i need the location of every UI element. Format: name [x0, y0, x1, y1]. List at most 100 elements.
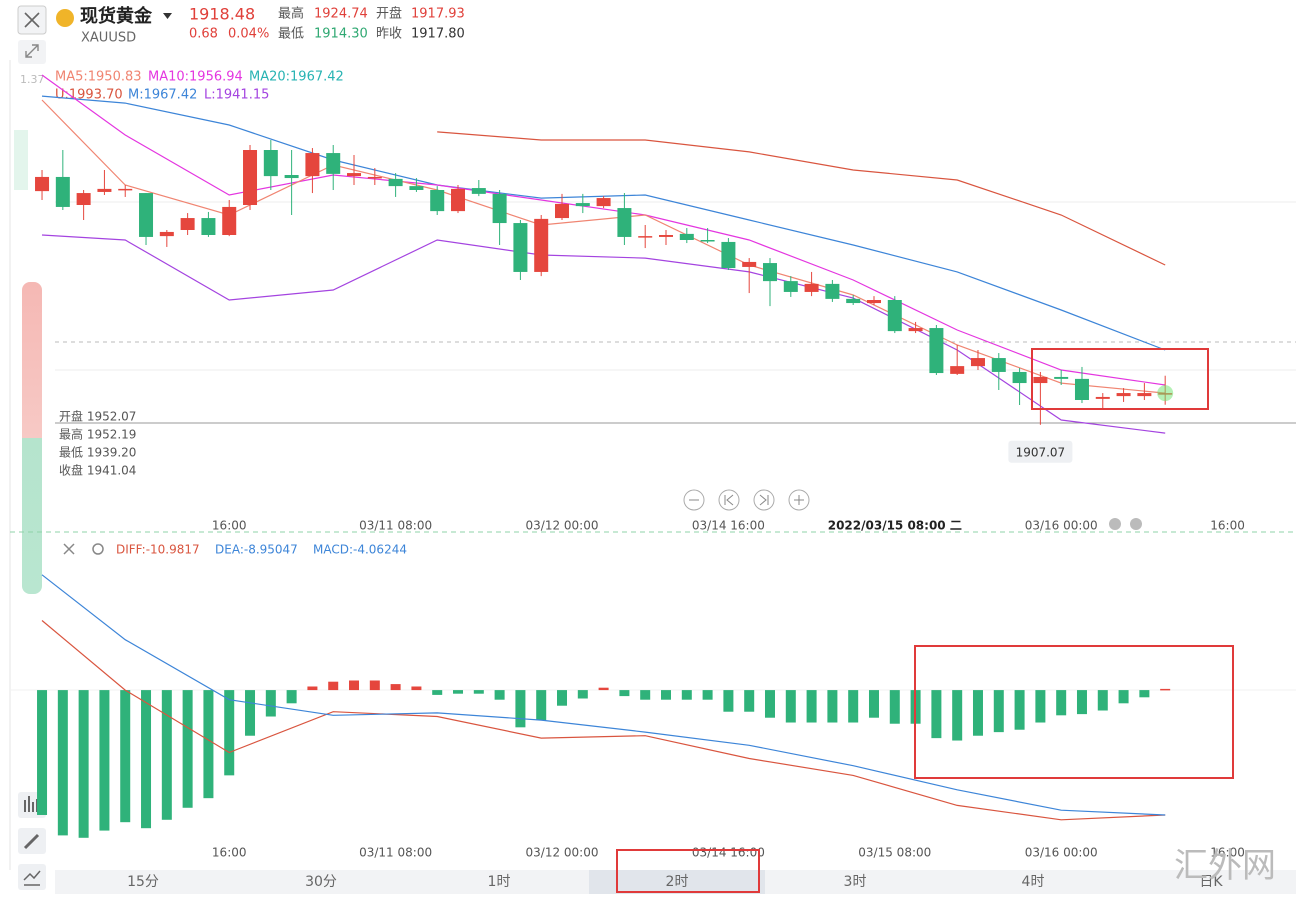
timeframe-tab[interactable]: 15分 — [127, 874, 159, 890]
timeframe-tab[interactable]: 1时 — [488, 874, 511, 890]
macd-settings[interactable] — [92, 543, 104, 555]
indicator-line — [41, 574, 1166, 816]
candle-body — [451, 188, 466, 212]
macd-bar — [349, 680, 360, 691]
depth-marker — [14, 130, 28, 190]
macd-bar — [369, 680, 380, 691]
candle-body — [76, 193, 91, 205]
candle-body — [721, 241, 736, 269]
boll-m-legend: M:1967.42 — [128, 88, 197, 103]
x-tick-label: 16:00 — [1210, 846, 1245, 860]
scroll-left[interactable] — [718, 489, 740, 511]
candle-body — [430, 190, 445, 212]
indicator-line — [41, 74, 1166, 386]
gold-icon — [56, 9, 74, 27]
macd-bar — [619, 690, 630, 697]
indicator-line — [41, 620, 1166, 821]
diff-legend: DIFF:-10.9817 — [116, 543, 200, 557]
scroll-right[interactable] — [753, 489, 775, 511]
candle-body — [35, 176, 50, 192]
macd-bar — [390, 684, 401, 691]
candle-body — [991, 358, 1006, 372]
macd-bar — [889, 690, 900, 724]
dot — [1109, 518, 1121, 530]
candle-body — [180, 218, 195, 230]
tooltip-box — [1008, 440, 1073, 463]
candle-body — [263, 150, 278, 177]
candle-body — [222, 206, 237, 235]
timeframe-tab[interactable]: 30分 — [305, 874, 337, 890]
depth-bar — [22, 282, 42, 594]
candle-body — [555, 203, 570, 219]
axis-hint: 1.37 — [20, 73, 45, 86]
candle-body — [679, 233, 694, 240]
macd-close[interactable] — [63, 543, 75, 555]
candle-body — [284, 175, 299, 179]
candle-body — [388, 178, 403, 187]
x-tick-label: 03/16 00:00 — [1025, 519, 1098, 533]
macd-bar — [1056, 690, 1067, 716]
macd-bar — [411, 686, 422, 691]
instrument-name: 现货黄金 — [80, 5, 153, 27]
timeframe-tab[interactable]: 日K — [1199, 874, 1223, 890]
candle-body — [1116, 393, 1131, 397]
candle-body — [55, 176, 70, 207]
candle-body — [825, 283, 840, 299]
zoom-icons — [689, 494, 804, 506]
high-label: 最高 — [278, 6, 304, 22]
x-tick-label: 03/11 08:00 — [359, 519, 432, 533]
indicator-line — [41, 95, 1166, 351]
x-tick-label: 16:00 — [212, 846, 247, 860]
macd-bar — [453, 690, 464, 694]
annotation-box — [616, 849, 760, 893]
candle-body — [762, 263, 777, 282]
macd-bar — [577, 690, 588, 699]
low-tooltip: 1907.07 — [1016, 445, 1066, 459]
candle-body — [201, 218, 216, 235]
timeframe-tab[interactable]: 2时 — [666, 874, 689, 890]
candle-body — [347, 173, 362, 177]
macd-bar — [224, 690, 235, 776]
candle-body — [1095, 396, 1110, 399]
macd-bar — [1118, 690, 1129, 704]
macd-bar — [806, 690, 817, 723]
macd-bar — [328, 681, 339, 691]
candle-body — [118, 188, 133, 191]
candle-body — [617, 208, 632, 237]
macd-bar — [473, 690, 484, 694]
indicator-line — [437, 131, 1166, 266]
low-label: 最低 — [278, 27, 304, 42]
x-tick-label: 03/15 08:00 — [858, 846, 931, 860]
boll-l-legend: L:1941.15 — [204, 88, 269, 103]
macd-bar — [598, 687, 609, 691]
macd-bar — [536, 690, 547, 721]
macd-bar — [1097, 690, 1108, 711]
high-value: 1924.74 — [314, 7, 368, 22]
change: 0.68 — [189, 27, 218, 42]
watermark: 汇外网 — [1174, 846, 1276, 886]
macd-bar — [972, 690, 983, 736]
macd-bar — [265, 690, 276, 717]
indicator-icon — [24, 796, 38, 812]
zoom-controls — [683, 489, 810, 511]
candle-body — [513, 223, 528, 272]
macd-bar — [141, 690, 152, 829]
macd-bar — [203, 690, 214, 799]
dropdown-arrow[interactable] — [163, 13, 172, 19]
candle-body — [1033, 376, 1048, 384]
collapse-icon — [25, 44, 39, 58]
timeframe-tab[interactable]: 4时 — [1022, 874, 1045, 890]
macd-bar — [681, 690, 692, 700]
macd-bar — [57, 690, 68, 836]
collapse-button[interactable] — [18, 40, 46, 64]
plot: 1907.07 16:00 03/11 08:00 03/12 00:00 03/14 … — [35, 74, 1245, 890]
open-value: 1917.93 — [411, 7, 465, 22]
macd-bar — [640, 690, 651, 700]
candle-body — [783, 281, 798, 292]
x-tick-label: 03/14 16:00 — [692, 519, 765, 533]
candle-body — [534, 218, 549, 272]
timeframe-tab[interactable]: 3时 — [844, 874, 867, 890]
macd-bar — [557, 690, 568, 706]
ma20-legend: MA20:1967.42 — [249, 70, 344, 85]
